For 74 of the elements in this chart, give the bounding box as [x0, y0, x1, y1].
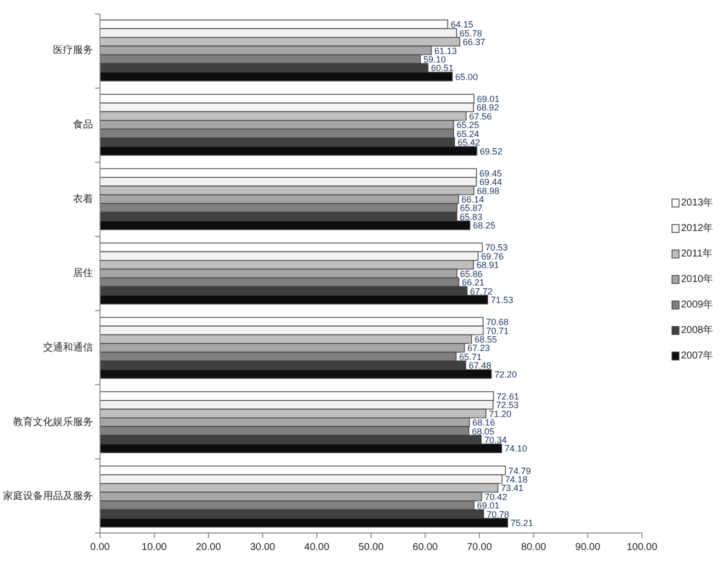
y-tick-label: 食品 — [73, 118, 93, 130]
x-tick-label: 90.00 — [575, 542, 601, 553]
x-tick-label: 50.00 — [358, 542, 384, 553]
x-tick-label: 100.00 — [626, 542, 658, 553]
text: 68.92 — [476, 102, 500, 113]
x-tick-label: 60.00 — [412, 542, 438, 553]
text: 70.34 — [484, 435, 507, 446]
text: 69.44 — [479, 177, 502, 188]
text: 70.78 — [486, 509, 510, 520]
text: 70.53 — [485, 242, 508, 253]
text: 70.42 — [484, 492, 508, 502]
text: 71.53 — [490, 295, 514, 306]
text: 65.78 — [460, 28, 482, 38]
legend-label: 2013年 — [681, 196, 714, 209]
text: 70.71 — [486, 326, 509, 336]
legend-label: 2009年 — [681, 298, 714, 311]
x-tick-label: 70.00 — [466, 542, 492, 553]
text: 72.61 — [496, 391, 520, 402]
text: 72.53 — [496, 400, 519, 410]
legend-label: 2012年 — [681, 222, 714, 234]
legend-label: 2011年 — [681, 248, 713, 260]
x-tick-label: 10.00 — [142, 542, 168, 553]
y-tick-label: 交通和通信 — [43, 341, 93, 354]
text: 68.98 — [476, 186, 500, 196]
text: 74.79 — [508, 466, 531, 476]
y-tick-label: 衣着 — [73, 192, 93, 205]
text: 66.21 — [462, 278, 484, 288]
text: 75.21 — [510, 518, 534, 528]
y-tick-label: 家庭设备用品及服务 — [3, 490, 93, 502]
legend-label: 2007年 — [681, 350, 714, 362]
x-tick-label: 20.00 — [196, 542, 222, 553]
text: 69.01 — [477, 500, 500, 511]
text: 65.25 — [456, 120, 480, 130]
text: 74.10 — [504, 444, 528, 454]
text: 66.37 — [462, 37, 486, 48]
text: 65.83 — [460, 212, 482, 222]
text: 72.20 — [494, 369, 517, 380]
text: 69.01 — [477, 94, 500, 104]
text: 66.14 — [461, 194, 484, 205]
text: 65.87 — [460, 203, 483, 214]
y-tick-label: 居住 — [73, 268, 93, 280]
x-tick-label: 30.00 — [250, 542, 276, 553]
x-tick-label: 80.00 — [521, 542, 547, 553]
y-tick-label: 医疗服务 — [53, 44, 93, 56]
text: 69.45 — [479, 168, 502, 178]
text: 68.25 — [472, 220, 496, 231]
x-tick-label: 0.00 — [90, 542, 110, 553]
text: 73.41 — [500, 483, 524, 494]
legend-label: 2008年 — [681, 324, 714, 336]
text: 60.51 — [430, 63, 454, 74]
text: 59.10 — [423, 54, 446, 65]
text: 68.55 — [474, 334, 498, 345]
y-tick-label: 教育文化娱乐服务 — [13, 416, 93, 428]
text: 74.18 — [505, 474, 528, 485]
text: 69.52 — [480, 146, 502, 156]
legend-label: 2010年 — [681, 273, 714, 286]
text: 65.86 — [460, 268, 482, 279]
text: 64.15 — [450, 20, 474, 30]
text: 65.00 — [455, 72, 478, 82]
text: 65.42 — [458, 138, 480, 148]
text: 70.68 — [486, 317, 509, 328]
text: 67.48 — [468, 360, 492, 371]
text: 67.72 — [470, 286, 493, 296]
text: 67.56 — [469, 111, 492, 122]
text: 61.13 — [434, 46, 457, 56]
text: 68.91 — [476, 260, 500, 270]
x-tick-label: 40.00 — [304, 542, 330, 553]
text: 68.05 — [472, 426, 494, 436]
text: 65.71 — [459, 352, 482, 362]
text: 67.23 — [467, 343, 490, 354]
text: 71.20 — [488, 408, 512, 419]
text: 65.24 — [456, 128, 480, 139]
text: 68.16 — [472, 418, 495, 428]
text: 69.76 — [481, 251, 504, 262]
